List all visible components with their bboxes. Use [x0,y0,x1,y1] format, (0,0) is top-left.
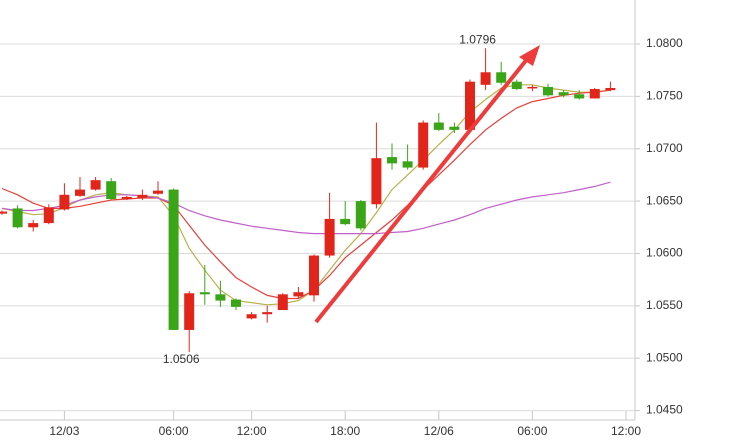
candle-body [277,294,288,311]
x-tick-label: 12/06 [424,424,454,438]
candle-body [246,314,257,319]
candle-body [0,211,7,214]
x-tick-label: 12:00 [237,424,267,438]
candle-body [75,189,85,196]
candle-body [511,81,522,90]
arrow-head [519,45,540,66]
y-tick-label: 1.0750 [646,89,683,103]
high-annotation: 1.0796 [459,32,496,46]
candle-body [121,196,132,200]
candle-body [371,158,382,205]
candle-body [293,292,304,297]
x-tick-label: 06:00 [159,424,189,438]
candle-body [215,294,226,301]
candle-body [28,223,39,228]
candle-body [465,81,475,130]
candle-body [153,190,163,194]
y-tick-label: 1.0550 [646,298,683,312]
candle-body [199,292,210,295]
arrow-shaft [314,56,530,324]
candle-body [480,72,491,85]
candle-body [90,180,101,190]
y-tick-label: 1.0600 [646,246,683,260]
candle-body [574,94,585,99]
ma-line [1,89,611,300]
candle-body [309,255,319,296]
y-tick-label: 1.0700 [646,141,683,155]
candle-body [433,122,444,130]
y-tick-label: 1.0500 [646,350,683,364]
ma-line [1,181,611,235]
y-tick-label: 1.0450 [646,403,683,417]
ma-line [1,84,611,306]
candle-body [106,181,117,200]
x-tick-label: 06:00 [517,424,547,438]
candle-body [387,157,397,164]
candle-body [402,161,413,168]
candle-body [355,201,366,229]
candle-body [59,194,70,210]
candle-body [527,86,538,89]
candle-body [418,122,429,168]
candle-body [589,89,600,99]
candle-body [543,86,553,96]
candle-body [184,293,195,330]
candle-body [605,87,616,91]
low-annotation: 1.0506 [163,352,200,366]
candle-body [168,189,179,330]
candle-body [340,218,351,225]
y-tick-label: 1.0800 [646,36,683,50]
y-tick-label: 1.0650 [646,193,683,207]
candle-body [262,312,273,315]
candle-body [496,72,507,83]
candle-body [231,299,241,307]
candle-body [324,218,335,256]
candle-body [43,207,54,224]
x-tick-label: 18:00 [330,424,360,438]
candle-body [137,194,148,198]
trend-arrow [314,45,540,324]
x-tick-label: 12/03 [49,424,79,438]
candle-body [12,208,23,228]
x-tick-label: 12:00 [611,424,641,438]
candle-body [449,126,460,130]
candle-body [558,92,569,96]
